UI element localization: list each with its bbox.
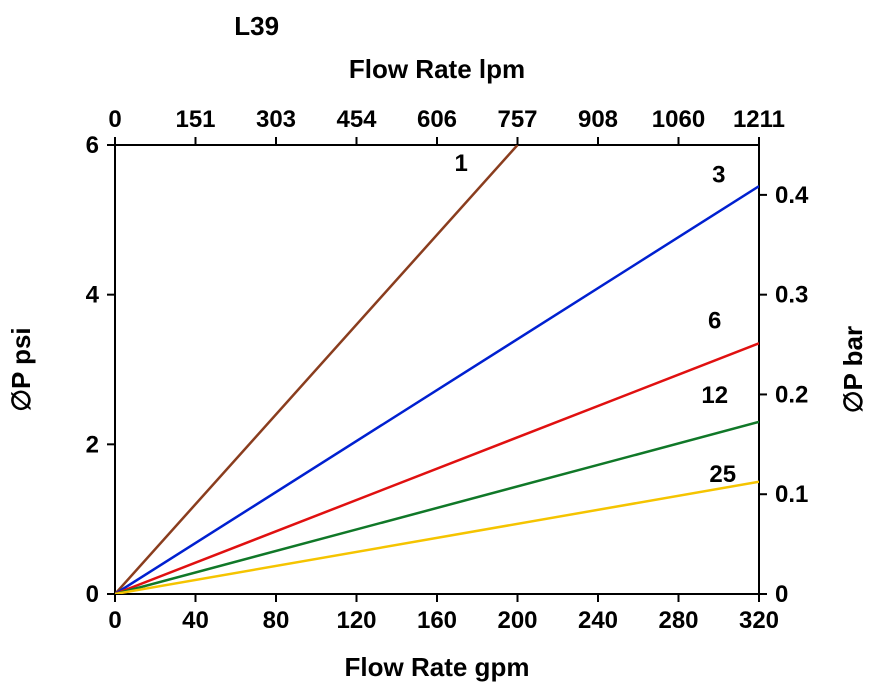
y-left-tick-label: 6: [86, 132, 99, 159]
x-bottom-tick-label: 240: [578, 607, 618, 634]
x-bottom-axis-title: Flow Rate gpm: [345, 652, 530, 682]
x-top-tick-label: 1211: [733, 106, 785, 133]
x-bottom-tick-label: 0: [108, 607, 121, 634]
y-left-axis-title: ∅P psi: [6, 327, 36, 411]
y-right-tick-label: 0: [775, 581, 788, 608]
series-label-3: 3: [712, 161, 725, 188]
x-bottom-tick-label: 320: [739, 607, 779, 634]
x-bottom-tick-label: 160: [417, 607, 457, 634]
chart-title: L39: [234, 11, 279, 41]
x-top-tick-label: 606: [417, 106, 457, 133]
y-right-axis-title: ∅P bar: [838, 326, 868, 413]
series-label-1: 1: [454, 150, 467, 177]
y-left-tick-label: 2: [86, 431, 99, 458]
x-bottom-tick-label: 80: [263, 607, 290, 634]
chart-container: 0408012016020024028032001513034546067579…: [0, 0, 884, 694]
y-right-tick-label: 0.1: [775, 481, 808, 508]
series-label-6: 6: [708, 307, 721, 334]
y-right-tick-label: 0.4: [775, 182, 809, 209]
series-label-25: 25: [709, 461, 736, 488]
x-top-tick-label: 908: [578, 106, 618, 133]
x-bottom-tick-label: 200: [497, 607, 537, 634]
y-left-tick-label: 4: [86, 282, 100, 309]
x-top-tick-label: 757: [497, 106, 537, 133]
pressure-flow-chart: 0408012016020024028032001513034546067579…: [0, 0, 884, 694]
x-bottom-tick-label: 40: [182, 607, 209, 634]
y-right-tick-label: 0.3: [775, 282, 808, 309]
x-top-axis-title: Flow Rate lpm: [349, 54, 525, 84]
x-bottom-tick-label: 120: [336, 607, 376, 634]
x-bottom-tick-label: 280: [658, 607, 698, 634]
x-top-tick-label: 151: [175, 106, 215, 133]
x-top-tick-label: 303: [256, 106, 296, 133]
x-top-tick-label: 1060: [652, 106, 705, 133]
x-top-tick-label: 0: [108, 106, 121, 133]
series-label-12: 12: [701, 382, 728, 409]
x-top-tick-label: 454: [336, 106, 377, 133]
y-left-tick-label: 0: [86, 581, 99, 608]
y-right-tick-label: 0.2: [775, 381, 808, 408]
